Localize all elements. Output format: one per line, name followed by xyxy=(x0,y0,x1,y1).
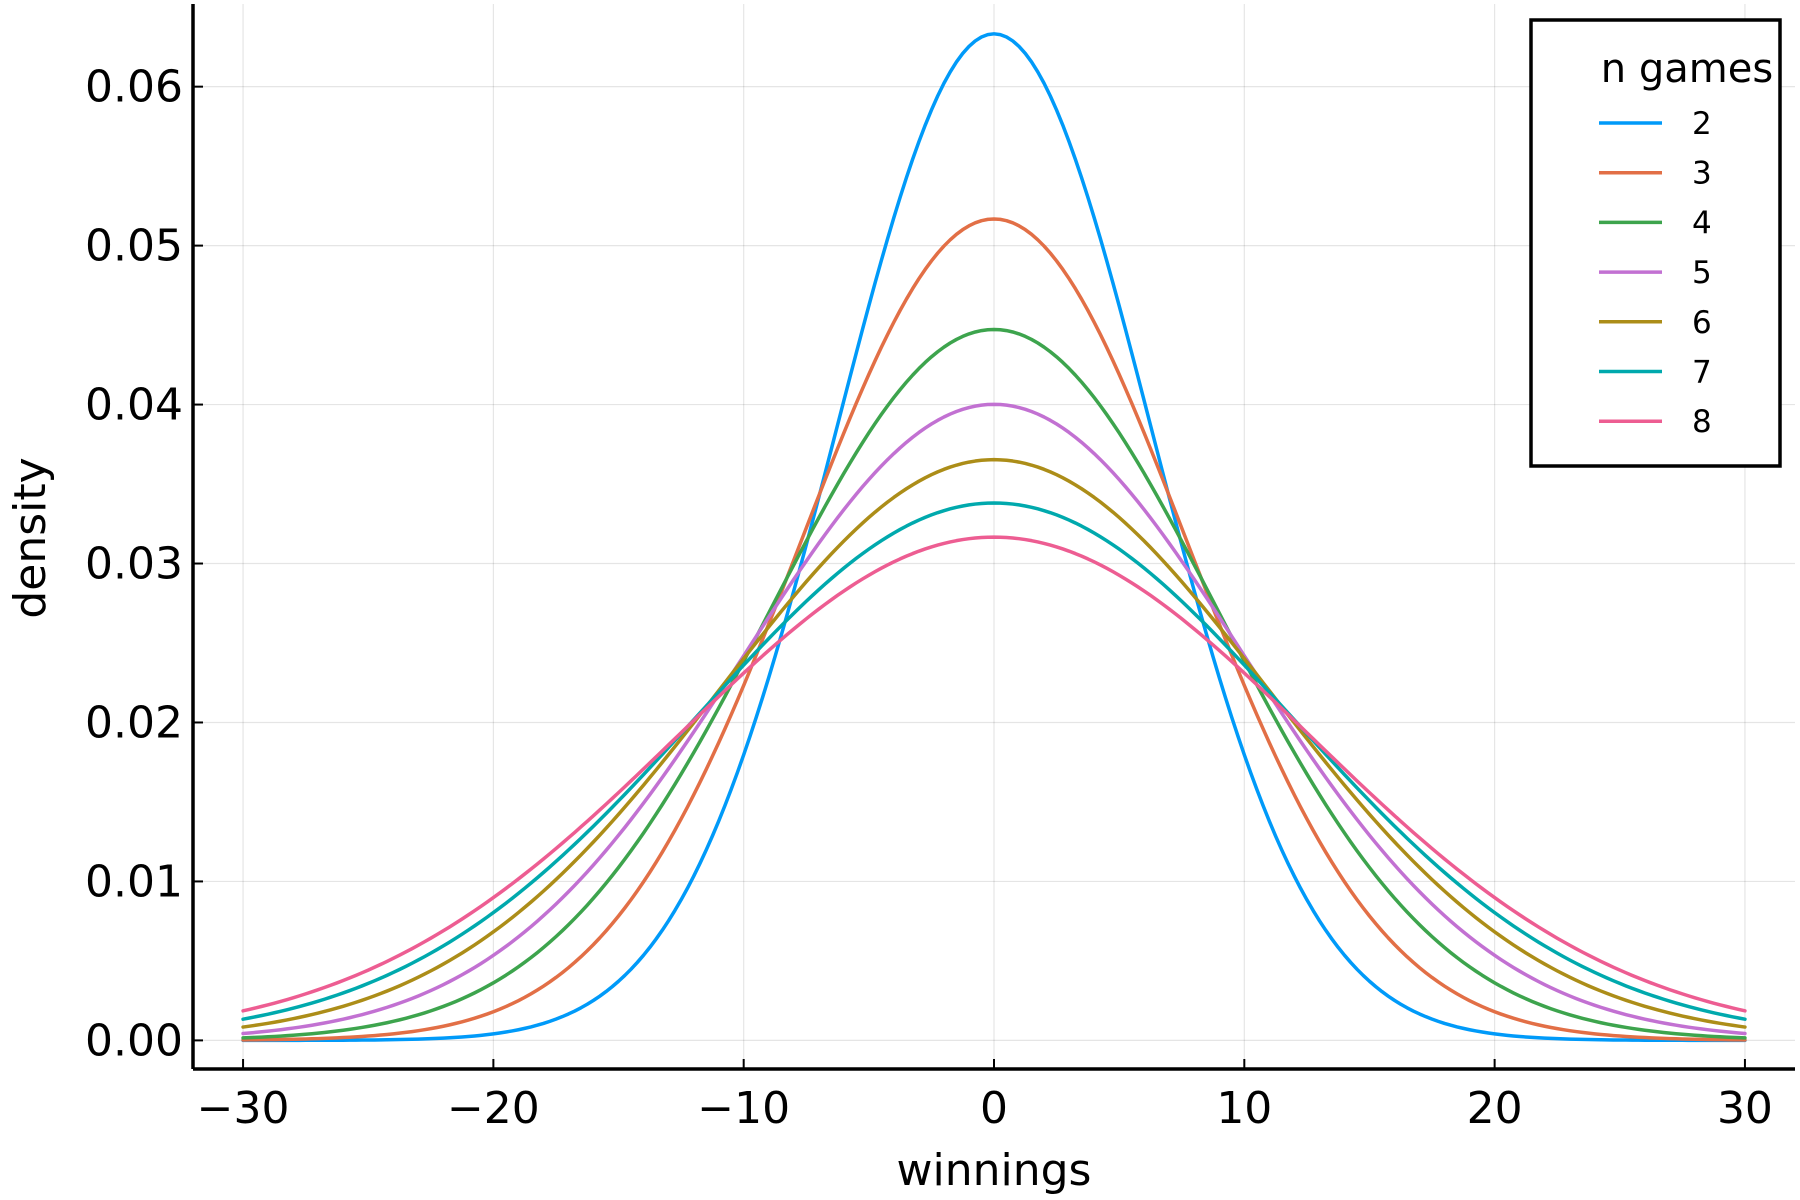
legend-label-7: 7 xyxy=(1692,355,1712,391)
series-lines xyxy=(241,32,1747,1043)
series-line-5 xyxy=(241,402,1747,1036)
y-tick-label: 0.00 xyxy=(85,1015,183,1066)
legend-title: n games xyxy=(1601,46,1773,92)
y-tick-label: 0.04 xyxy=(85,380,183,431)
series-line-8 xyxy=(241,535,1747,1013)
legend-items: 2 3 4 5 6 7 8 xyxy=(1599,106,1712,440)
x-tick-label: 0 xyxy=(980,1083,1008,1134)
legend-label-6: 6 xyxy=(1692,305,1712,341)
legend-box xyxy=(1529,18,1782,468)
legend-label-5: 5 xyxy=(1692,255,1712,291)
grid xyxy=(193,4,1795,1069)
legend: n games 2 3 4 5 6 7 8 xyxy=(1529,18,1782,468)
series-line-7 xyxy=(241,501,1747,1021)
x-tick-label: −10 xyxy=(697,1083,790,1134)
y-tick-label: 0.02 xyxy=(85,697,183,748)
x-tick-label: 20 xyxy=(1467,1083,1523,1134)
x-tick-label: 10 xyxy=(1216,1083,1272,1134)
series-line-4 xyxy=(241,327,1747,1040)
series-line-3 xyxy=(241,217,1747,1042)
series-line-2 xyxy=(241,32,1747,1043)
y-tick-label: 0.03 xyxy=(85,539,183,590)
x-tick-label: −20 xyxy=(447,1083,540,1134)
x-tick-label: 30 xyxy=(1717,1083,1773,1134)
legend-label-4: 4 xyxy=(1692,205,1712,241)
y-tick-label: 0.06 xyxy=(85,62,183,113)
series-line-6 xyxy=(241,457,1747,1029)
legend-label-8: 8 xyxy=(1692,404,1712,440)
x-axis-title: winnings xyxy=(897,1145,1092,1196)
y-tick-label: 0.01 xyxy=(85,856,183,907)
y-ticks: 0.00 0.01 0.02 0.03 0.04 0.05 0.06 xyxy=(85,62,203,1066)
y-axis-title: density xyxy=(5,457,56,618)
legend-label-2: 2 xyxy=(1692,106,1712,142)
x-ticks: −30 −20 −10 0 10 20 30 xyxy=(197,1059,1773,1134)
y-tick-label: 0.05 xyxy=(85,221,183,272)
legend-label-3: 3 xyxy=(1692,156,1712,192)
x-tick-label: −30 xyxy=(197,1083,290,1134)
